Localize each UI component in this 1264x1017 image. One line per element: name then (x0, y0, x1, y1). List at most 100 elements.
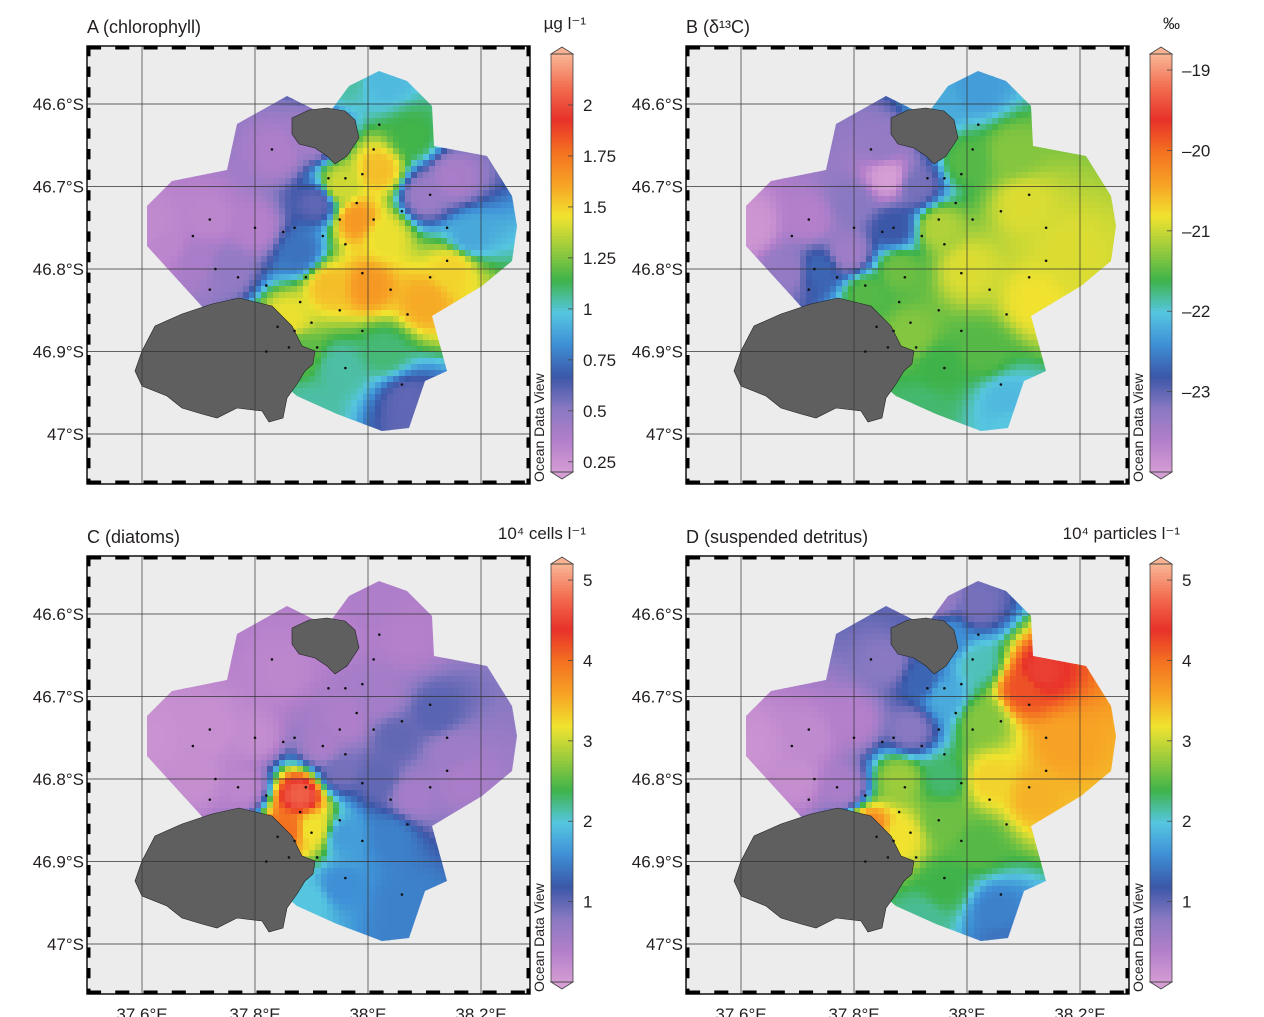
station-point (400, 719, 404, 723)
x-tick-label: 38.2°E (455, 1005, 506, 1017)
station-point (971, 658, 974, 661)
station-point (926, 686, 929, 690)
station-point (937, 308, 941, 312)
station-point (208, 288, 212, 291)
station-point (914, 346, 918, 349)
station-point (428, 275, 432, 279)
station-point (361, 329, 364, 333)
station-point (971, 728, 974, 731)
panel-b: 46.6°S 46.7°S 46.8°S 46.9°S 47°S Ocean Data V… (632, 45, 1210, 485)
station-point (920, 744, 924, 748)
station-point (287, 856, 291, 859)
station-point (1027, 785, 1031, 789)
station-point (1005, 823, 1008, 826)
graticule (87, 556, 530, 994)
station-point (293, 839, 296, 843)
marion-island (733, 297, 915, 423)
station-point (208, 728, 212, 731)
station-point (892, 329, 895, 333)
station-point (903, 785, 907, 789)
station-point (281, 230, 285, 234)
station-point (338, 308, 342, 312)
y-tick-label: 46.7°S (632, 178, 683, 197)
station-point (1027, 703, 1031, 707)
colorbar-tick-label: 1 (583, 300, 592, 319)
station-point (265, 284, 268, 287)
y-tick-label: 46.8°S (33, 770, 84, 789)
station-point (400, 893, 404, 896)
station-point (310, 321, 313, 324)
station-point (276, 835, 279, 839)
station-point (191, 744, 195, 748)
station-point (807, 798, 811, 801)
colorbar-tick-label: –21 (1182, 222, 1210, 241)
station-point (909, 321, 912, 324)
station-point (926, 176, 929, 180)
station-point (265, 860, 268, 863)
station-point (875, 325, 878, 329)
station-point (977, 123, 980, 126)
station-point (977, 633, 980, 636)
station-point (835, 785, 839, 789)
colorbar-unit: 10⁴ cells l⁻¹ (498, 524, 586, 543)
station-point (999, 893, 1003, 896)
station-point (236, 785, 240, 789)
colorbar-tick-label: 1 (1182, 893, 1191, 912)
graticule (87, 46, 530, 484)
station-point (999, 209, 1003, 213)
station-point (903, 275, 907, 279)
station-point (372, 728, 375, 731)
y-tick-label: 46.6°S (33, 605, 84, 624)
station-point (813, 777, 816, 781)
station-point (372, 148, 375, 151)
colorbar-unit: 10⁴ particles l⁻¹ (1063, 524, 1181, 543)
station-point (265, 350, 268, 353)
station-point (943, 176, 946, 180)
panel-title: D (suspended detritus) (686, 527, 868, 547)
station-point (321, 744, 325, 748)
station-point (886, 856, 890, 859)
x-tick-label: 37.6°E (116, 1005, 167, 1017)
marion-island (134, 807, 316, 933)
station-point (338, 728, 342, 731)
station-point (214, 267, 217, 271)
station-point (270, 658, 274, 661)
station-point (315, 346, 319, 349)
station-point (298, 810, 302, 814)
station-point (321, 234, 325, 238)
station-point (864, 284, 867, 287)
station-point (790, 234, 794, 238)
station-point (1044, 226, 1048, 230)
colorbar-tick-label: 0.75 (583, 351, 616, 370)
station-point (304, 785, 308, 789)
colorbar-tick-label: –19 (1182, 61, 1210, 80)
stations (191, 633, 449, 896)
station-point (954, 711, 957, 715)
station-point (960, 682, 963, 686)
station-point (937, 818, 941, 822)
map-frame (685, 555, 1130, 995)
station-point (960, 172, 963, 176)
station-point (869, 148, 873, 151)
station-point (897, 300, 901, 304)
panel-title: C (diatoms) (87, 527, 180, 547)
station-point (293, 736, 296, 740)
colorbar: 2 1.75 1.5 1.25 1 0.75 0.5 0.25 (549, 46, 616, 480)
station-point (378, 633, 381, 636)
station-point (276, 325, 279, 329)
station-point (253, 736, 257, 740)
station-point (807, 728, 811, 731)
station-point (327, 686, 330, 690)
prince-edward-island (890, 107, 959, 165)
stations (191, 123, 449, 386)
colorbar-tick-label: 4 (1182, 651, 1191, 670)
station-point (344, 752, 347, 756)
station-point (208, 218, 212, 221)
station-point (293, 329, 296, 333)
station-point (287, 346, 291, 349)
panel-c: 46.6°S 46.7°S 46.8°S 46.9°S 47°S 37.6°E 37.8°E… (33, 555, 592, 1017)
station-point (1027, 275, 1031, 279)
station-point (428, 193, 432, 197)
colorbar: 5 4 3 2 1 (549, 556, 592, 990)
